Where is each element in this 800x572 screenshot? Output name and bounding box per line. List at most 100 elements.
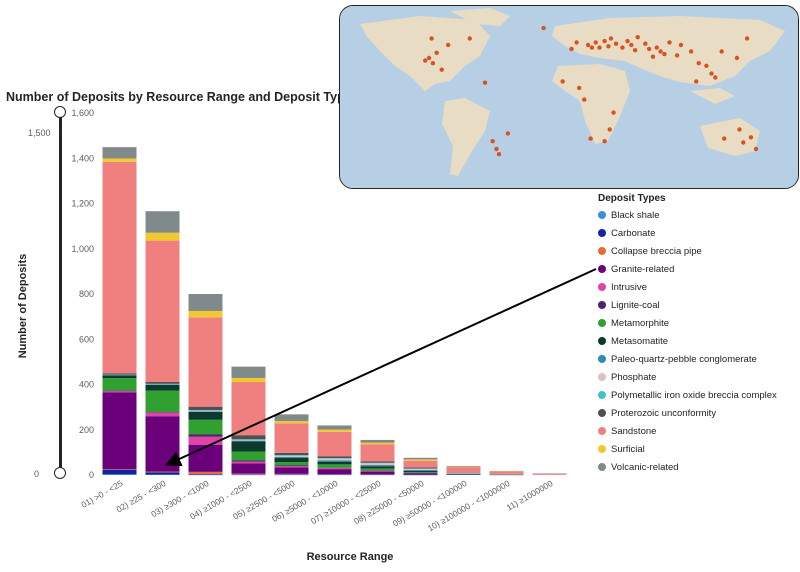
bar-segment-metasomatite[interactable]: [360, 466, 395, 469]
deposit-marker[interactable]: [430, 61, 436, 66]
bar-segment-collapse-breccia-pipe[interactable]: [231, 473, 266, 475]
bar-segment-sandstone[interactable]: [489, 471, 524, 474]
deposit-marker[interactable]: [593, 40, 598, 45]
deposit-marker[interactable]: [585, 42, 591, 48]
bar-segment-polymetallic-iron-oxide-breccia-complex[interactable]: [274, 455, 309, 456]
bar-segment-metasomatite[interactable]: [145, 384, 180, 391]
deposit-marker[interactable]: [678, 42, 684, 48]
legend-item[interactable]: Carbonate: [598, 224, 798, 242]
legend-item[interactable]: Proterozoic unconformity: [598, 404, 798, 422]
bar-segment-lignite-coal[interactable]: [145, 412, 180, 413]
bar-segment-volcanic-related[interactable]: [446, 465, 481, 467]
deposit-marker[interactable]: [646, 46, 652, 52]
bar-segment-sandstone[interactable]: [403, 460, 438, 468]
deposit-marker[interactable]: [589, 45, 595, 50]
deposit-marker[interactable]: [643, 41, 648, 46]
bar-segment-paleo-quartz-pebble-conglomerate[interactable]: [317, 460, 352, 462]
deposit-marker[interactable]: [744, 36, 750, 41]
bar-segment-granite-related[interactable]: [102, 392, 137, 470]
bar-segment-proterozoic-unconformity[interactable]: [360, 461, 395, 463]
range-slider-track[interactable]: [59, 116, 62, 474]
bar-segment-lignite-coal[interactable]: [188, 434, 223, 437]
deposit-marker[interactable]: [667, 40, 672, 45]
deposit-marker[interactable]: [439, 67, 444, 72]
deposit-marker[interactable]: [434, 50, 439, 55]
deposit-marker[interactable]: [704, 63, 709, 68]
bar-segment-surficial[interactable]: [231, 377, 266, 383]
bar-segment-granite-related[interactable]: [145, 416, 180, 472]
bar-segment-phosphate[interactable]: [188, 410, 223, 412]
legend-item[interactable]: Sandstone: [598, 422, 798, 440]
bar-segment-granite-related[interactable]: [231, 463, 266, 474]
deposit-marker[interactable]: [674, 53, 680, 58]
bar-segment-intrusive[interactable]: [274, 466, 309, 468]
deposit-marker[interactable]: [613, 41, 619, 46]
deposit-marker[interactable]: [713, 75, 718, 80]
bar-segment-metamorphite[interactable]: [231, 451, 266, 461]
deposit-marker[interactable]: [597, 45, 602, 50]
bar-segment-paleo-quartz-pebble-conglomerate[interactable]: [231, 440, 266, 442]
bar-segment-intrusive[interactable]: [231, 461, 266, 464]
bar-segment-carbonate[interactable]: [102, 469, 137, 475]
bar-segment-metamorphite[interactable]: [102, 378, 137, 391]
bar-segment-proterozoic-unconformity[interactable]: [145, 382, 180, 384]
bar-segment-paleo-quartz-pebble-conglomerate[interactable]: [188, 411, 223, 412]
deposit-marker[interactable]: [467, 36, 472, 41]
legend-item[interactable]: Polymetallic iron oxide breccia complex: [598, 386, 798, 404]
bar-segment-lignite-coal[interactable]: [274, 465, 309, 467]
world-map[interactable]: [339, 5, 799, 189]
bar-segment-collapse-breccia-pipe[interactable]: [145, 471, 180, 473]
deposit-marker[interactable]: [722, 136, 727, 141]
bar-segment-sandstone[interactable]: [231, 382, 266, 436]
deposit-marker[interactable]: [741, 140, 746, 145]
legend-item[interactable]: Lignite-coal: [598, 296, 798, 314]
bar-segment-phosphate[interactable]: [231, 439, 266, 441]
bar-segment-sandstone[interactable]: [317, 431, 352, 457]
bar-segment-intrusive[interactable]: [360, 470, 395, 472]
deposit-marker[interactable]: [748, 135, 754, 140]
range-slider-max-handle[interactable]: [54, 106, 66, 118]
bar-segment-paleo-quartz-pebble-conglomerate[interactable]: [274, 456, 309, 459]
legend-item[interactable]: Metamorphite: [598, 314, 798, 332]
bar-segment-surficial[interactable]: [317, 429, 352, 432]
deposit-marker[interactable]: [662, 51, 667, 57]
bar-segment-intrusive[interactable]: [317, 468, 352, 470]
range-slider-min-handle[interactable]: [54, 467, 66, 479]
bar-segment-sandstone[interactable]: [188, 317, 223, 407]
deposit-marker[interactable]: [620, 45, 625, 50]
bar-segment-collapse-breccia-pipe[interactable]: [188, 471, 223, 475]
legend-item[interactable]: Phosphate: [598, 368, 798, 386]
deposit-marker[interactable]: [482, 80, 488, 85]
deposit-marker[interactable]: [709, 71, 714, 76]
bar-segment-metamorphite[interactable]: [403, 472, 438, 473]
legend-item[interactable]: Granite-related: [598, 260, 798, 278]
bar-segment-polymetallic-iron-oxide-breccia-complex[interactable]: [231, 439, 266, 440]
bar-segment-sandstone[interactable]: [102, 161, 137, 374]
bar-segment-sandstone[interactable]: [532, 473, 567, 475]
bar-segment-volcanic-related[interactable]: [102, 147, 137, 159]
bar-segment-volcanic-related[interactable]: [274, 414, 309, 422]
deposit-marker[interactable]: [719, 49, 724, 54]
deposit-marker[interactable]: [753, 146, 759, 152]
deposit-marker[interactable]: [632, 48, 638, 53]
bar-segment-metasomatite[interactable]: [102, 375, 137, 379]
bar-segment-proterozoic-unconformity[interactable]: [102, 373, 137, 375]
deposit-marker[interactable]: [505, 131, 511, 136]
deposit-marker[interactable]: [629, 42, 634, 48]
deposit-marker[interactable]: [650, 54, 656, 59]
bar-segment-phosphate[interactable]: [274, 455, 309, 457]
deposit-marker[interactable]: [694, 79, 699, 84]
legend-item[interactable]: Surficial: [598, 440, 798, 458]
deposit-marker[interactable]: [658, 49, 663, 54]
bar-segment-metamorphite[interactable]: [360, 468, 395, 471]
legend-item[interactable]: Intrusive: [598, 278, 798, 296]
deposit-marker[interactable]: [602, 139, 607, 144]
bar-segment-volcanic-related[interactable]: [403, 457, 438, 460]
bar-segment-intrusive[interactable]: [188, 436, 223, 445]
deposit-marker[interactable]: [737, 127, 742, 132]
deposit-marker[interactable]: [734, 55, 740, 61]
bar-segment-surficial[interactable]: [188, 310, 223, 318]
bar-segment-granite-related[interactable]: [317, 469, 352, 475]
bar-segment-granite-related[interactable]: [403, 473, 438, 475]
deposit-marker[interactable]: [654, 45, 659, 50]
